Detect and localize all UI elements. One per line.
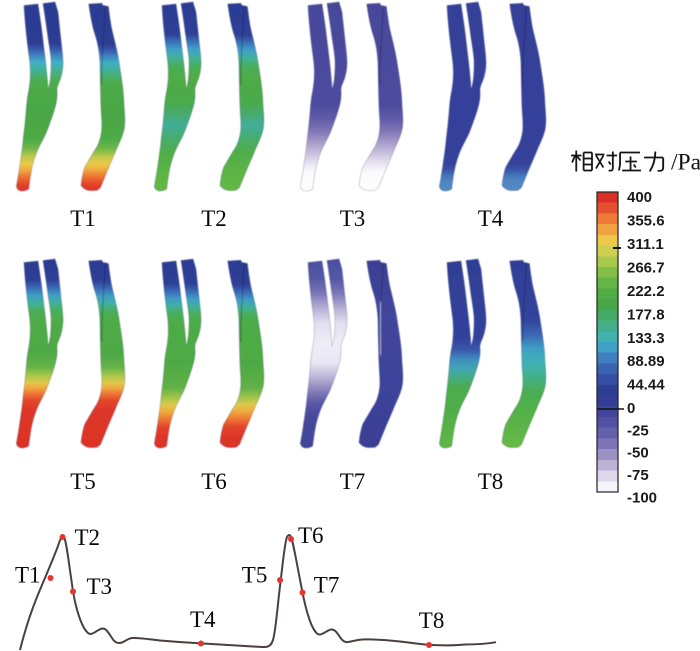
svg-text:T2: T2 — [201, 206, 227, 231]
svg-text:T8: T8 — [419, 608, 445, 633]
svg-text:133.3: 133.3 — [627, 330, 665, 347]
svg-text:T5: T5 — [242, 563, 268, 588]
svg-text:T3: T3 — [340, 206, 366, 231]
svg-text:T1: T1 — [70, 206, 96, 231]
svg-text:T3: T3 — [87, 574, 113, 599]
svg-text:T4: T4 — [190, 607, 216, 632]
svg-text:-100: -100 — [627, 490, 657, 507]
svg-text:266.7: 266.7 — [627, 259, 665, 276]
svg-text:T6: T6 — [298, 523, 324, 548]
svg-text:311.1: 311.1 — [627, 236, 664, 253]
svg-text:355.6: 355.6 — [627, 213, 665, 230]
svg-text:T7: T7 — [340, 469, 366, 494]
svg-text:/Pa: /Pa — [671, 150, 700, 176]
svg-text:T1: T1 — [15, 563, 41, 588]
svg-text:T2: T2 — [75, 525, 101, 550]
svg-text:400: 400 — [627, 189, 652, 206]
svg-text:-25: -25 — [627, 423, 649, 440]
svg-text:0: 0 — [627, 400, 635, 417]
svg-text:T8: T8 — [478, 469, 504, 494]
svg-text:T4: T4 — [478, 206, 504, 231]
svg-text:177.8: 177.8 — [627, 306, 665, 323]
svg-text:88.89: 88.89 — [627, 353, 665, 370]
svg-text:222.2: 222.2 — [627, 283, 665, 300]
svg-text:-75: -75 — [627, 467, 649, 484]
svg-text:44.44: 44.44 — [627, 377, 665, 394]
svg-text:-50: -50 — [627, 445, 649, 462]
svg-text:T5: T5 — [70, 469, 96, 494]
svg-text:T6: T6 — [201, 469, 227, 494]
svg-text:T7: T7 — [314, 573, 340, 598]
